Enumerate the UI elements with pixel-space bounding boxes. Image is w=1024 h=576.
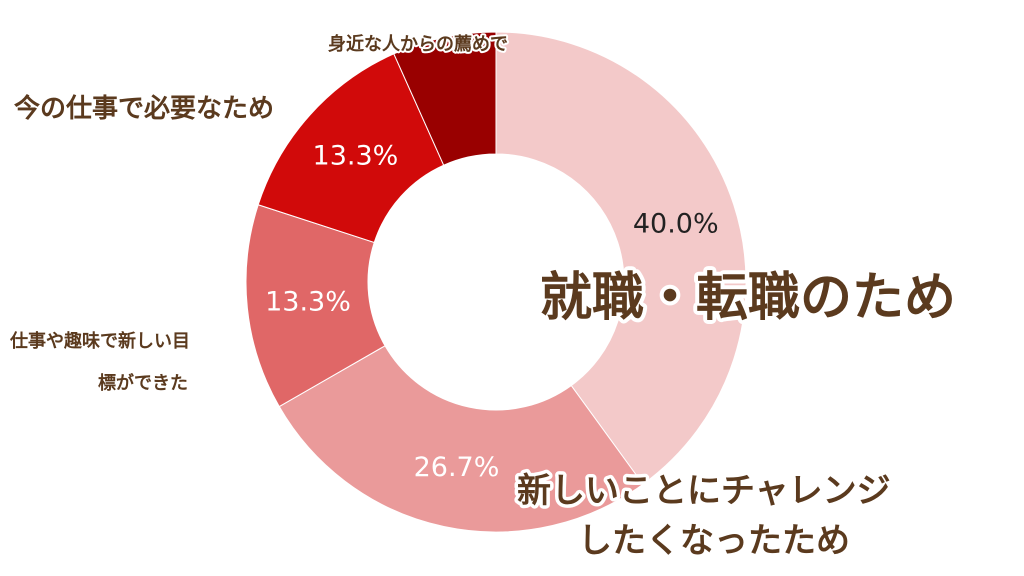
- category-label-1-line-2: したくなったため: [578, 521, 850, 561]
- category-label-1-line-1: 新しいことにチャレンジ: [517, 471, 891, 511]
- category-label-3: 今の仕事で必要なため: [14, 93, 274, 124]
- category-label-4: 身近な人からの薦めで: [328, 33, 508, 55]
- slice-4: [393, 31, 497, 166]
- donut-slices: [245, 31, 747, 533]
- data-label-1: 26.7%: [414, 452, 500, 483]
- category-label-2-line-1: 仕事や趣味で新しい目: [9, 330, 190, 352]
- data-label-2: 13.3%: [265, 287, 351, 318]
- slice-0: [495, 31, 747, 485]
- category-label-2-line-2: 標ができた: [98, 372, 188, 394]
- percent-labels: 40.0% 26.7% 13.3% 13.3%: [265, 141, 719, 483]
- data-label-0: 40.0%: [633, 209, 719, 240]
- category-label-0: 就職・転職のため: [540, 268, 956, 328]
- slice-1: [278, 345, 644, 533]
- data-label-3: 13.3%: [313, 141, 399, 172]
